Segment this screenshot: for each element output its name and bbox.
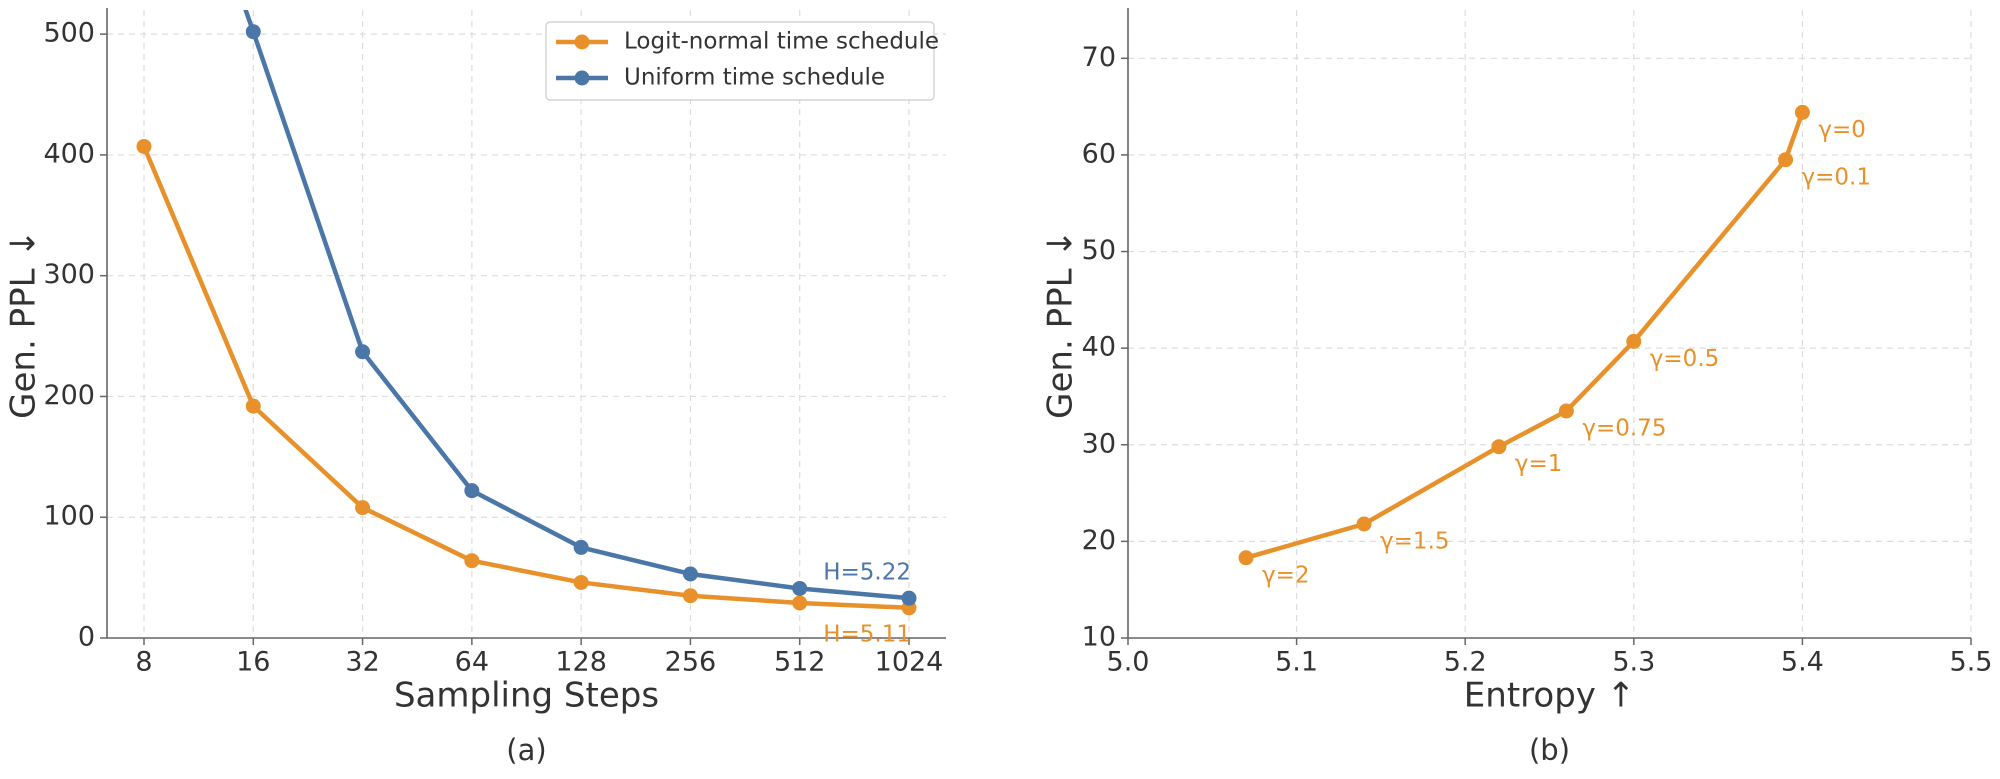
legend-label: Logit-normal time schedule — [624, 29, 939, 55]
data-point — [245, 398, 261, 414]
x-tick-label: 128 — [555, 647, 607, 678]
data-point — [901, 590, 917, 606]
data-point — [792, 580, 808, 596]
x-tick-label: 1024 — [875, 647, 944, 678]
end-label: H=5.11 — [823, 621, 911, 647]
data-point — [682, 588, 698, 604]
series-line — [243, 10, 910, 601]
x-tick-label: 16 — [236, 647, 270, 678]
y-tick-label: 500 — [43, 18, 95, 49]
plot-area — [136, 10, 917, 616]
y-tick-label: 30 — [1082, 428, 1116, 459]
data-point — [1626, 333, 1642, 349]
point-label: γ=0.5 — [1650, 346, 1719, 372]
point-label: γ=0 — [1818, 117, 1866, 143]
y-tick-label: 100 — [43, 501, 95, 532]
x-tick-label: 8 — [135, 647, 152, 678]
point-label: γ=1 — [1515, 451, 1563, 477]
x-tick-label: 256 — [665, 647, 717, 678]
data-point — [792, 595, 808, 611]
y-axis-label: Gen. PPL ↓ — [4, 229, 44, 419]
data-point — [355, 344, 371, 360]
data-point — [573, 574, 589, 590]
series-line — [141, 145, 910, 611]
x-tick-label: 5.1 — [1275, 647, 1318, 678]
point-label: γ=0.1 — [1802, 164, 1871, 190]
y-tick-label: 200 — [43, 380, 95, 411]
x-tick-label: 5.0 — [1107, 647, 1150, 678]
data-point — [464, 483, 480, 499]
point-label: γ=1.5 — [1380, 528, 1449, 554]
end-label: H=5.22 — [823, 560, 911, 586]
point-label: γ=2 — [1262, 562, 1310, 588]
x-tick-label: 512 — [774, 647, 826, 678]
y-tick-label: 10 — [1082, 622, 1116, 653]
x-tick-label: 64 — [455, 647, 489, 678]
data-point — [136, 138, 152, 154]
x-tick-label: 5.3 — [1612, 647, 1655, 678]
data-point — [682, 566, 698, 582]
data-point — [573, 539, 589, 555]
data-point — [1558, 403, 1574, 419]
y-axis-label: Gen. PPL ↓ — [1041, 229, 1081, 419]
legend-box — [545, 21, 935, 101]
data-point — [1778, 152, 1794, 168]
legend-label: Uniform time schedule — [624, 65, 885, 91]
x-tick-label: 5.5 — [1950, 647, 1993, 678]
legend-marker — [574, 70, 590, 86]
data-point — [1356, 516, 1372, 532]
data-point — [464, 553, 480, 569]
y-tick-label: 0 — [78, 622, 95, 653]
plot-area — [1238, 104, 1810, 566]
y-tick-label: 60 — [1082, 138, 1116, 169]
point-label: γ=0.75 — [1582, 415, 1666, 441]
y-tick-label: 400 — [43, 138, 95, 169]
data-point — [1491, 439, 1507, 455]
data-point — [1794, 104, 1810, 120]
x-tick-label: 32 — [345, 647, 379, 678]
y-tick-label: 50 — [1082, 235, 1116, 266]
y-tick-label: 20 — [1082, 525, 1116, 556]
data-point — [245, 24, 261, 40]
y-tick-label: 300 — [43, 259, 95, 290]
y-tick-label: 70 — [1082, 42, 1116, 73]
series-line — [1245, 111, 1805, 560]
legend-marker — [574, 34, 590, 50]
x-tick-label: 5.2 — [1444, 647, 1487, 678]
data-point — [355, 500, 371, 516]
x-tick-label: 5.4 — [1781, 647, 1824, 678]
x-axis-label: Entropy ↑ — [1464, 676, 1635, 716]
x-axis-label: Sampling Steps — [394, 676, 659, 716]
data-point — [1238, 550, 1254, 566]
y-tick-label: 40 — [1082, 332, 1116, 363]
caption: (a) — [506, 733, 546, 767]
caption: (b) — [1529, 733, 1570, 767]
